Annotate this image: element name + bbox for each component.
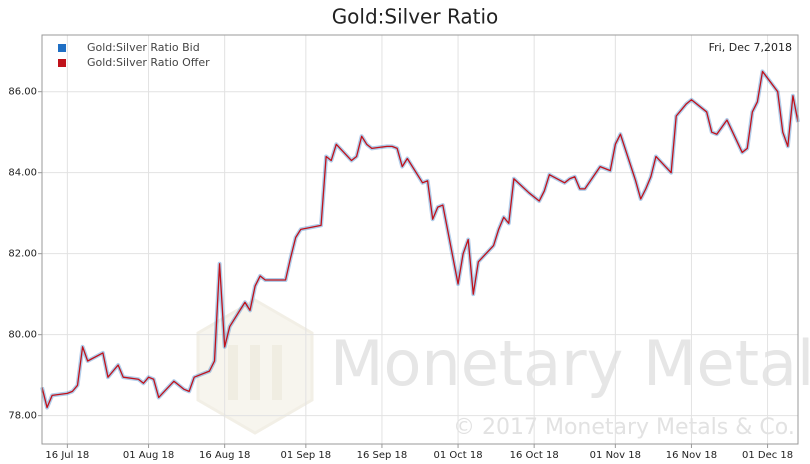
x-tick-label: 01 Aug 18 (123, 450, 174, 461)
x-tick-label: 16 Nov 18 (666, 450, 717, 461)
x-tick-label: 01 Dec 18 (742, 450, 793, 461)
x-tick-label: 16 Jul 18 (45, 450, 89, 461)
grid (42, 35, 798, 444)
plot-background (42, 35, 798, 444)
legend: Gold:Silver Ratio Bid Gold:Silver Ratio O… (58, 41, 210, 69)
date-annotation: Fri, Dec 7,2018 (709, 41, 792, 54)
watermark-brand: Monetary Metals (330, 327, 810, 400)
watermark-copyright: © 2017 Monetary Metals & Co. (453, 415, 795, 440)
x-tick-label: 01 Oct 18 (433, 450, 482, 461)
legend-label: Gold:Silver Ratio Bid (87, 41, 200, 54)
x-tick-label: 01 Nov 18 (590, 450, 641, 461)
legend-swatch (58, 59, 66, 67)
y-tick-label: 78.00 (8, 411, 37, 422)
x-tick-label: 16 Oct 18 (510, 450, 559, 461)
series-line (41, 70, 799, 409)
y-tick-label: 82.00 (8, 249, 37, 260)
x-tick-label: 16 Sep 18 (357, 450, 408, 461)
y-tick-label: 84.00 (8, 168, 37, 179)
y-tick-label: 86.00 (8, 87, 37, 98)
legend-label: Gold:Silver Ratio Offer (87, 56, 210, 69)
lines (40, 69, 800, 410)
x-tick-label: 01 Sep 18 (281, 450, 332, 461)
chart-title: Gold:Silver Ratio (332, 5, 499, 29)
y-tick-label: 80.00 (8, 330, 37, 341)
legend-swatch (58, 44, 66, 52)
watermark-logo (196, 298, 314, 435)
plot-frame (41, 34, 799, 445)
x-tick-label: 16 Aug 18 (199, 450, 250, 461)
